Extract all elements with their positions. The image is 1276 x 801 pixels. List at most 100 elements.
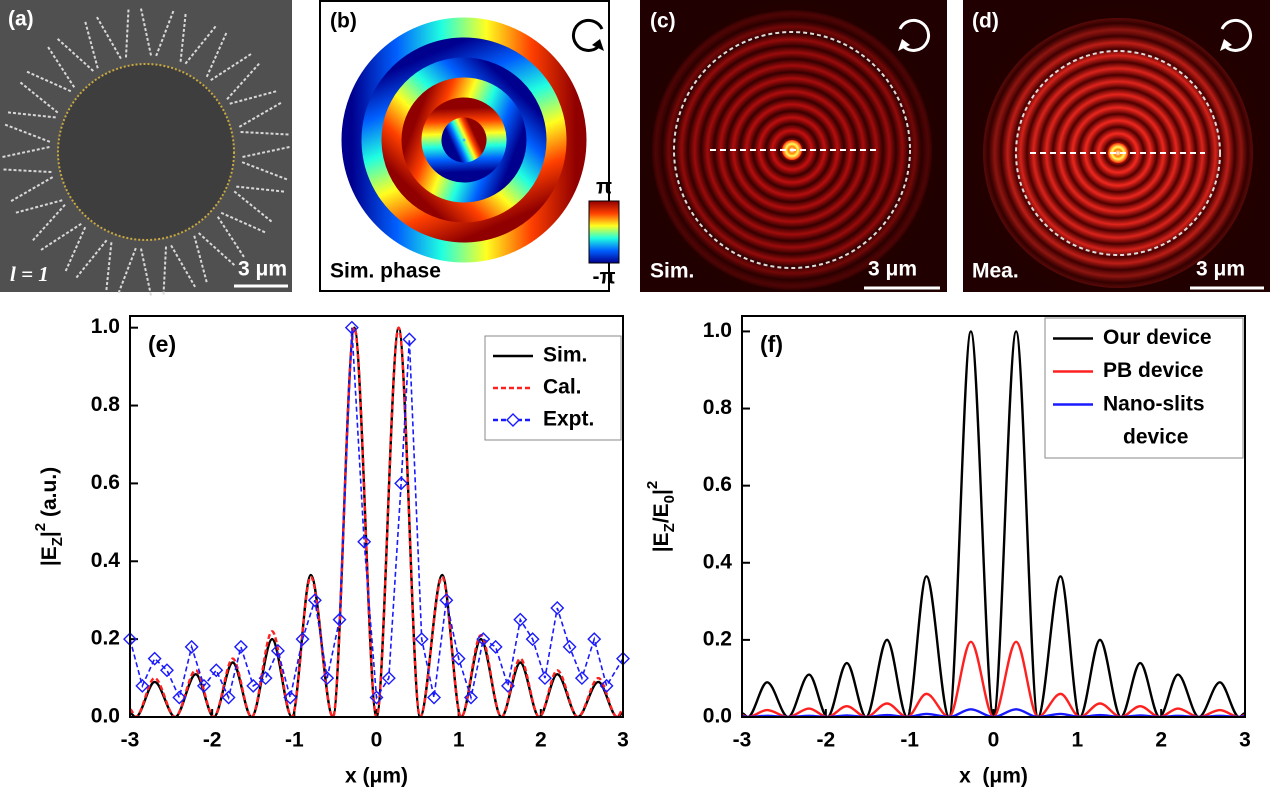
x-tick-label: 1 bbox=[453, 729, 465, 752]
data-point bbox=[344, 320, 359, 335]
data-point bbox=[135, 678, 150, 693]
panel-label: (c) bbox=[650, 10, 676, 33]
slit-row bbox=[205, 31, 228, 78]
slit-row bbox=[210, 52, 253, 82]
y-tick-label: 0.4 bbox=[703, 550, 733, 573]
data-point bbox=[270, 643, 285, 658]
data-point bbox=[525, 632, 540, 647]
legend-label: Nano-slits device bbox=[1103, 392, 1210, 448]
x-tick-label: 0 bbox=[988, 729, 1000, 752]
phase-map bbox=[341, 17, 587, 263]
x-tick-label: 3 bbox=[617, 729, 629, 752]
axes-frame bbox=[129, 315, 624, 718]
series-line bbox=[742, 640, 1245, 717]
y-tick-label: 0.6 bbox=[91, 471, 120, 494]
slit-row bbox=[117, 247, 137, 295]
x-tick-label: -3 bbox=[121, 729, 140, 752]
slit-row bbox=[14, 199, 63, 214]
data-point bbox=[258, 671, 273, 686]
y-axis-label-part: Z bbox=[49, 537, 66, 546]
slit-row bbox=[25, 70, 72, 93]
x-axis-label: x (μm) bbox=[345, 765, 408, 788]
slit-row bbox=[193, 235, 208, 284]
slit-row bbox=[179, 12, 187, 62]
y-tick-label: 0.2 bbox=[703, 627, 732, 650]
slit-row bbox=[1, 146, 50, 159]
data-point bbox=[184, 639, 199, 654]
data-point bbox=[196, 678, 211, 693]
data-point bbox=[599, 678, 614, 693]
y-tick-label: 0.0 bbox=[91, 705, 120, 728]
nano-slits bbox=[1, 7, 291, 297]
slit-row bbox=[229, 90, 278, 105]
data-point bbox=[233, 639, 248, 654]
slit-row bbox=[139, 7, 152, 56]
legend-label: Our device bbox=[1103, 326, 1212, 349]
series-line bbox=[742, 330, 1245, 717]
y-axis-label: |EZ/E0|2 bbox=[644, 481, 678, 552]
panel-label: (b) bbox=[330, 10, 357, 33]
data-point bbox=[147, 651, 162, 666]
panel-label: (e) bbox=[148, 331, 176, 357]
y-tick-label: 0.2 bbox=[91, 627, 120, 650]
chart: -3 -2 -1 0 1 2 3 0.0 0.2 0.4 0.6 0.8 1.0 x (μm) |EZ|2 … bbox=[32, 315, 630, 788]
data-point bbox=[488, 639, 503, 654]
data-point bbox=[221, 690, 236, 705]
series-line bbox=[130, 326, 623, 717]
y-tick-label: 0.8 bbox=[703, 396, 733, 419]
slit-row bbox=[19, 81, 59, 114]
data-point bbox=[574, 671, 589, 686]
panel-b: π -π (b) Sim. phase bbox=[319, 0, 620, 292]
slit-row bbox=[140, 248, 153, 297]
data-point bbox=[394, 476, 409, 491]
data-point bbox=[381, 671, 396, 686]
y-axis-label: |EZ|2 (a.u.) bbox=[32, 467, 66, 566]
series-line bbox=[130, 327, 623, 701]
slit-row bbox=[240, 130, 290, 136]
phase-ring bbox=[361, 37, 567, 243]
slit-row bbox=[216, 216, 246, 259]
slit-row bbox=[220, 211, 267, 234]
y-axis-label-part: 0 bbox=[661, 495, 678, 503]
chart: -3 -2 -1 0 1 2 30.00.20.40.60.81.0x (μm)|EZ/E0… bbox=[644, 315, 1251, 788]
series-line bbox=[130, 326, 623, 717]
y-axis-label-part: Z bbox=[661, 523, 678, 532]
data-point bbox=[439, 593, 454, 608]
data-point bbox=[500, 678, 515, 693]
slit-row bbox=[56, 37, 94, 72]
slit-row bbox=[170, 244, 197, 289]
scale-label: 3 μm bbox=[868, 258, 917, 281]
slit-row bbox=[75, 239, 108, 279]
panel-label: (f) bbox=[760, 331, 783, 357]
axes-frame bbox=[741, 315, 1246, 718]
data-point bbox=[295, 632, 310, 647]
data-point bbox=[320, 671, 335, 686]
slit-row bbox=[6, 111, 56, 119]
legend-box bbox=[484, 335, 622, 441]
slit-row bbox=[95, 15, 122, 60]
polarization-icon bbox=[1220, 19, 1253, 52]
scale-label: 3 μm bbox=[238, 258, 287, 281]
annotation: Mea. bbox=[972, 260, 1019, 283]
slit-row bbox=[84, 20, 99, 69]
y-axis-label-part: 2 bbox=[32, 523, 49, 531]
y-tick-label: 0.6 bbox=[703, 473, 732, 496]
slit-row bbox=[162, 246, 168, 296]
data-point bbox=[476, 632, 491, 647]
aperture bbox=[1015, 50, 1221, 256]
x-tick-label: -2 bbox=[203, 729, 222, 752]
data-point bbox=[513, 612, 528, 627]
panel-d: (d) Mea. 3 μm bbox=[963, 0, 1270, 292]
x-tick-label: 0 bbox=[371, 729, 383, 752]
phase-ring bbox=[401, 77, 527, 203]
slit-row bbox=[155, 9, 175, 57]
slit-row bbox=[226, 62, 261, 100]
panel-label: (d) bbox=[972, 10, 999, 33]
data-point bbox=[357, 534, 372, 549]
y-axis-label-part: |E bbox=[38, 546, 61, 566]
data-point bbox=[283, 690, 298, 705]
data-point bbox=[369, 690, 384, 705]
x-axis-label: x (μm) bbox=[959, 765, 1028, 788]
data-point bbox=[172, 690, 187, 705]
legend-label: Cal. bbox=[543, 376, 582, 399]
